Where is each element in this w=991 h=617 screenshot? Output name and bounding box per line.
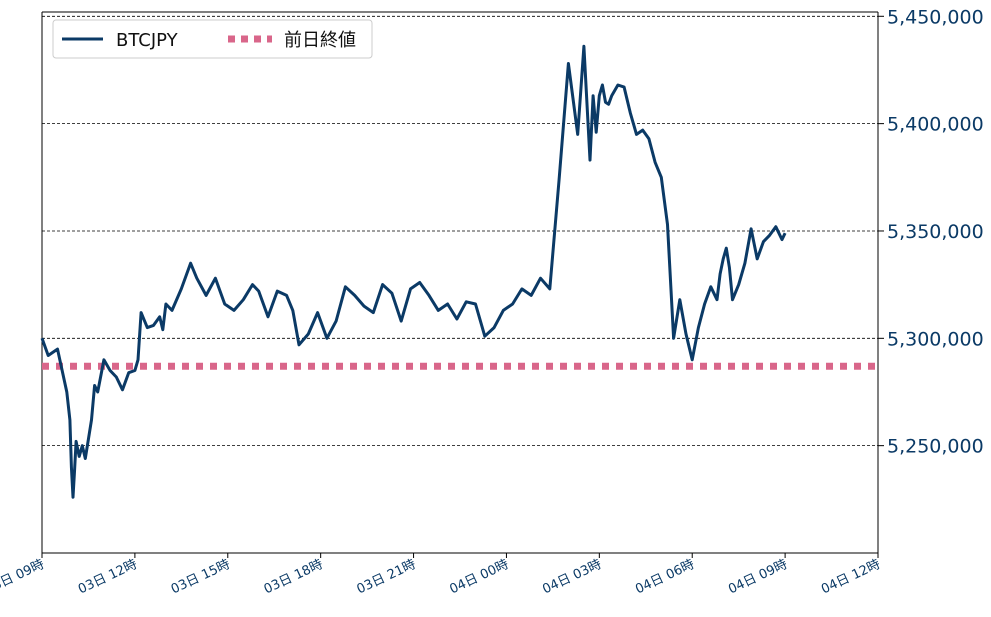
legend-label-previous-close: 前日終値 (284, 30, 356, 51)
y-tick-label: 5,450,000 (887, 6, 984, 28)
gridlines (42, 15, 878, 447)
x-tick-label: 04日 00時 (448, 557, 512, 597)
x-tick-label: 03日 15時 (169, 557, 233, 597)
price-series-layer (40, 44, 787, 499)
x-tick-label: 03日 09時 (0, 557, 47, 597)
y-tick-label: 5,300,000 (887, 328, 984, 350)
y-tick-label: 5,250,000 (887, 436, 984, 458)
y-axis-ticks: 5,250,000 5,300,000 5,350,000 5,400,000 5,45… (878, 6, 984, 458)
x-tick-label: 04日 09時 (726, 557, 790, 597)
x-tick-label: 04日 03時 (540, 557, 604, 597)
legend-box (52, 19, 373, 59)
x-tick-label: 04日 06時 (633, 557, 697, 597)
y-tick-label: 5,400,000 (887, 114, 984, 136)
x-tick-label: 03日 21時 (355, 557, 419, 597)
y-tick-label: 5,350,000 (887, 221, 984, 243)
btcjpy-line (40, 44, 787, 499)
x-axis-ticks: 03日 09時 03日 12時 03日 15時 03日 18時 03日 21時 04日 0… (0, 553, 883, 597)
legend-label-btcjpy: BTCJPY (116, 30, 179, 51)
x-tick-label: 03日 18時 (262, 557, 326, 597)
x-tick-label: 04日 12時 (819, 557, 883, 597)
legend: BTCJPY 前日終値 (52, 19, 373, 59)
x-tick-label: 03日 12時 (76, 557, 140, 597)
